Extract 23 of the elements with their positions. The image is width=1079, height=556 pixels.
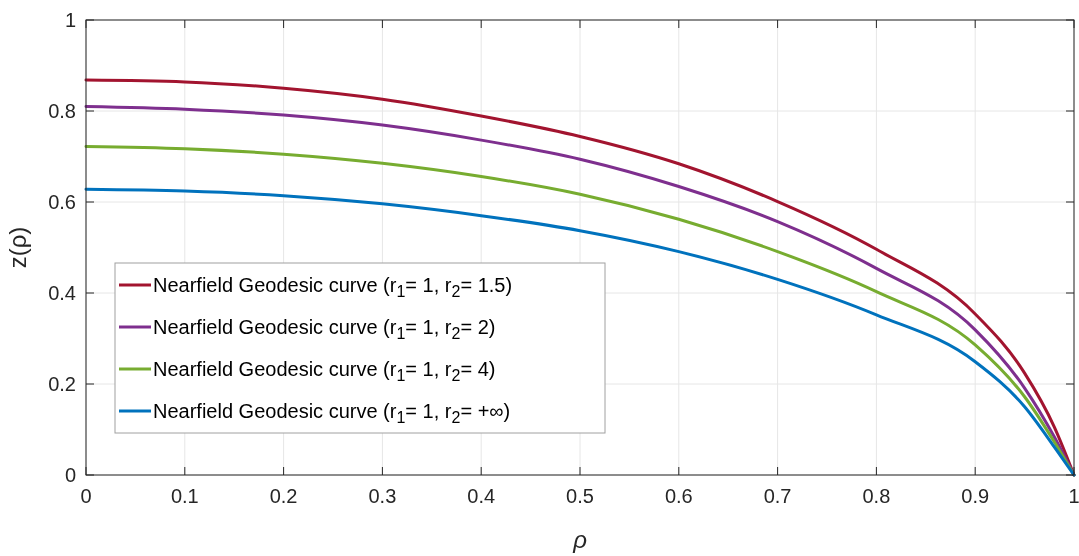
legend-label: Nearfield Geodesic curve (r$_{1}$= 1, r$_{2}$= +∞) xyxy=(153,400,511,426)
y-axis-title: z(ρ) xyxy=(4,226,31,269)
x-tick-label: 1 xyxy=(1068,485,1079,507)
x-tick-label: 0.6 xyxy=(664,485,693,507)
y-tick-label: 0.2 xyxy=(48,373,76,395)
x-tick-label: 0.3 xyxy=(368,485,397,507)
x-tick-label: 0.2 xyxy=(269,485,298,507)
x-axis-title: ρ xyxy=(572,526,588,553)
legend-label: Nearfield Geodesic curve (r$_{1}$= 1, r$_{2}$= 1.5) xyxy=(153,274,513,300)
y-tick-label: 0.4 xyxy=(48,282,76,304)
y-tick-label: 1 xyxy=(64,9,76,31)
x-tick-label: 0.7 xyxy=(763,485,792,507)
y-tick-label: 0 xyxy=(64,464,76,486)
x-tick-label: 0.1 xyxy=(170,485,199,507)
y-tick-label: 0.6 xyxy=(48,191,76,213)
legend-label: Nearfield Geodesic curve (r$_{1}$= 1, r$_{2}$= 2) xyxy=(153,316,496,342)
legend-label: Nearfield Geodesic curve (r$_{1}$= 1, r$_{2}$= 4) xyxy=(153,358,496,384)
x-tick-label: 0.5 xyxy=(566,485,594,507)
y-tick-label: 0.8 xyxy=(48,100,76,122)
x-tick-label: 0 xyxy=(80,485,92,507)
x-tick-label: 0.4 xyxy=(467,485,496,507)
x-tick-label: 0.9 xyxy=(961,485,990,507)
x-tick-label: 0.8 xyxy=(862,485,891,507)
